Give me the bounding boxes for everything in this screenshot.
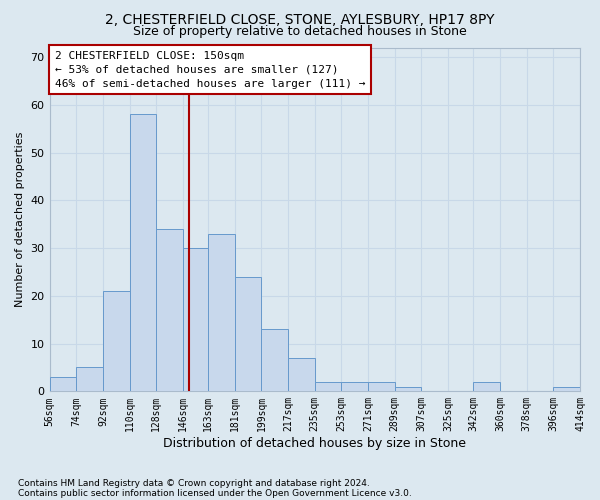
Bar	[473, 382, 500, 392]
Bar	[262, 330, 288, 392]
X-axis label: Distribution of detached houses by size in Stone: Distribution of detached houses by size …	[163, 437, 466, 450]
Bar	[553, 386, 580, 392]
Text: 2 CHESTERFIELD CLOSE: 150sqm
← 53% of detached houses are smaller (127)
46% of s: 2 CHESTERFIELD CLOSE: 150sqm ← 53% of de…	[55, 51, 365, 89]
Bar	[76, 368, 103, 392]
Bar	[183, 248, 208, 392]
Bar	[156, 229, 183, 392]
Text: Size of property relative to detached houses in Stone: Size of property relative to detached ho…	[133, 25, 467, 38]
Bar	[288, 358, 315, 392]
Bar	[208, 234, 235, 392]
Bar	[341, 382, 368, 392]
Y-axis label: Number of detached properties: Number of detached properties	[15, 132, 25, 307]
Bar	[368, 382, 395, 392]
Bar	[395, 386, 421, 392]
Bar	[50, 377, 76, 392]
Bar	[103, 291, 130, 392]
Bar	[315, 382, 341, 392]
Text: Contains HM Land Registry data © Crown copyright and database right 2024.: Contains HM Land Registry data © Crown c…	[18, 478, 370, 488]
Text: 2, CHESTERFIELD CLOSE, STONE, AYLESBURY, HP17 8PY: 2, CHESTERFIELD CLOSE, STONE, AYLESBURY,…	[105, 12, 495, 26]
Text: Contains public sector information licensed under the Open Government Licence v3: Contains public sector information licen…	[18, 488, 412, 498]
Bar	[130, 114, 156, 392]
Bar	[235, 276, 262, 392]
